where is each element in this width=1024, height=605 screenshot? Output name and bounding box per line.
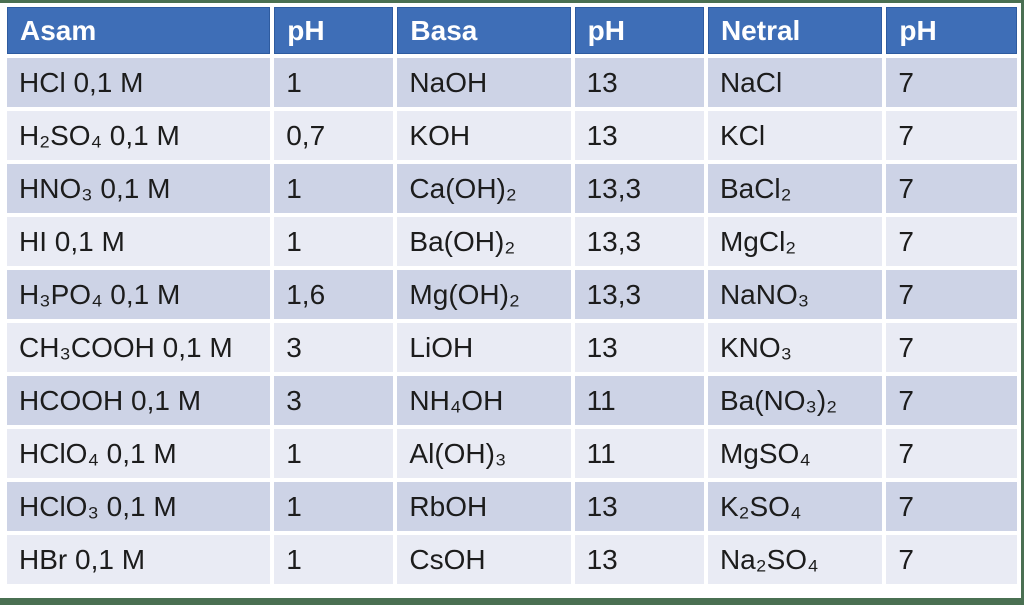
basa-cell: Mg(OH)₂ [397, 270, 571, 319]
table-row: H₂SO₄ 0,1 M 0,7 KOH 13 KCl 7 [7, 111, 1017, 160]
table-row: HBr 0,1 M 1 CsOH 13 Na₂SO₄ 7 [7, 535, 1017, 584]
asam-cell: HBr 0,1 M [7, 535, 271, 584]
ph-netral-cell: 7 [886, 58, 1017, 107]
ph-basa-cell: 13 [574, 111, 704, 160]
ph-netral-cell: 7 [886, 164, 1017, 213]
ph-asam-cell: 1 [274, 217, 394, 266]
basa-cell: LiOH [397, 323, 571, 372]
table-row: HI 0,1 M 1 Ba(OH)₂ 13,3 MgCl₂ 7 [7, 217, 1017, 266]
ph-asam-cell: 1 [274, 535, 394, 584]
netral-cell: MgSO₄ [707, 429, 883, 478]
basa-cell: KOH [397, 111, 571, 160]
asam-cell: HCl 0,1 M [7, 58, 271, 107]
header-netral: Netral [707, 7, 883, 54]
netral-cell: KNO₃ [707, 323, 883, 372]
header-row: Asam pH Basa pH Netral pH [7, 7, 1017, 54]
ph-asam-cell: 3 [274, 323, 394, 372]
basa-cell: NH₄OH [397, 376, 571, 425]
ph-netral-cell: 7 [886, 217, 1017, 266]
ph-basa-cell: 13 [574, 482, 704, 531]
header-basa: Basa [397, 7, 571, 54]
asam-cell: H₃PO₄ 0,1 M [7, 270, 271, 319]
asam-cell: HNO₃ 0,1 M [7, 164, 271, 213]
ph-netral-cell: 7 [886, 323, 1017, 372]
table-row: CH₃COOH 0,1 M 3 LiOH 13 KNO₃ 7 [7, 323, 1017, 372]
ph-asam-cell: 1 [274, 58, 394, 107]
netral-cell: K₂SO₄ [707, 482, 883, 531]
ph-asam-cell: 1 [274, 482, 394, 531]
basa-cell: Al(OH)₃ [397, 429, 571, 478]
asam-cell: H₂SO₄ 0,1 M [7, 111, 271, 160]
header-ph-asam: pH [274, 7, 394, 54]
netral-cell: Ba(NO₃)₂ [707, 376, 883, 425]
header-ph-basa: pH [574, 7, 704, 54]
ph-asam-cell: 1,6 [274, 270, 394, 319]
asam-cell: HClO₃ 0,1 M [7, 482, 271, 531]
ph-basa-cell: 11 [574, 376, 704, 425]
table-body: HCl 0,1 M 1 NaOH 13 NaCl 7 H₂SO₄ 0,1 M 0,7 KOH 13… [7, 58, 1017, 584]
table-row: HNO₃ 0,1 M 1 Ca(OH)₂ 13,3 BaCl₂ 7 [7, 164, 1017, 213]
ph-netral-cell: 7 [886, 376, 1017, 425]
asam-cell: HCOOH 0,1 M [7, 376, 271, 425]
ph-asam-cell: 3 [274, 376, 394, 425]
ph-asam-cell: 0,7 [274, 111, 394, 160]
ph-netral-cell: 7 [886, 429, 1017, 478]
ph-basa-cell: 13 [574, 535, 704, 584]
ph-basa-cell: 13 [574, 58, 704, 107]
ph-comparison-table: Asam pH Basa pH Netral pH HCl 0,1 M 1 NaOH… [3, 3, 1021, 588]
netral-cell: Na₂SO₄ [707, 535, 883, 584]
header-asam: Asam [7, 7, 271, 54]
basa-cell: Ba(OH)₂ [397, 217, 571, 266]
ph-netral-cell: 7 [886, 270, 1017, 319]
basa-cell: Ca(OH)₂ [397, 164, 571, 213]
ph-basa-cell: 13,3 [574, 270, 704, 319]
ph-netral-cell: 7 [886, 482, 1017, 531]
netral-cell: NaCl [707, 58, 883, 107]
table-row: H₃PO₄ 0,1 M 1,6 Mg(OH)₂ 13,3 NaNO₃ 7 [7, 270, 1017, 319]
netral-cell: NaNO₃ [707, 270, 883, 319]
netral-cell: BaCl₂ [707, 164, 883, 213]
asam-cell: CH₃COOH 0,1 M [7, 323, 271, 372]
ph-asam-cell: 1 [274, 429, 394, 478]
table-row: HCOOH 0,1 M 3 NH₄OH 11 Ba(NO₃)₂ 7 [7, 376, 1017, 425]
asam-cell: HClO₄ 0,1 M [7, 429, 271, 478]
ph-asam-cell: 1 [274, 164, 394, 213]
basa-cell: RbOH [397, 482, 571, 531]
netral-cell: KCl [707, 111, 883, 160]
asam-cell: HI 0,1 M [7, 217, 271, 266]
ph-basa-cell: 13,3 [574, 217, 704, 266]
table-row: HClO₃ 0,1 M 1 RbOH 13 K₂SO₄ 7 [7, 482, 1017, 531]
basa-cell: NaOH [397, 58, 571, 107]
table-row: HCl 0,1 M 1 NaOH 13 NaCl 7 [7, 58, 1017, 107]
ph-basa-cell: 11 [574, 429, 704, 478]
basa-cell: CsOH [397, 535, 571, 584]
ph-basa-cell: 13 [574, 323, 704, 372]
netral-cell: MgCl₂ [707, 217, 883, 266]
ph-netral-cell: 7 [886, 535, 1017, 584]
header-ph-netral: pH [886, 7, 1017, 54]
ph-basa-cell: 13,3 [574, 164, 704, 213]
ph-netral-cell: 7 [886, 111, 1017, 160]
table-row: HClO₄ 0,1 M 1 Al(OH)₃ 11 MgSO₄ 7 [7, 429, 1017, 478]
